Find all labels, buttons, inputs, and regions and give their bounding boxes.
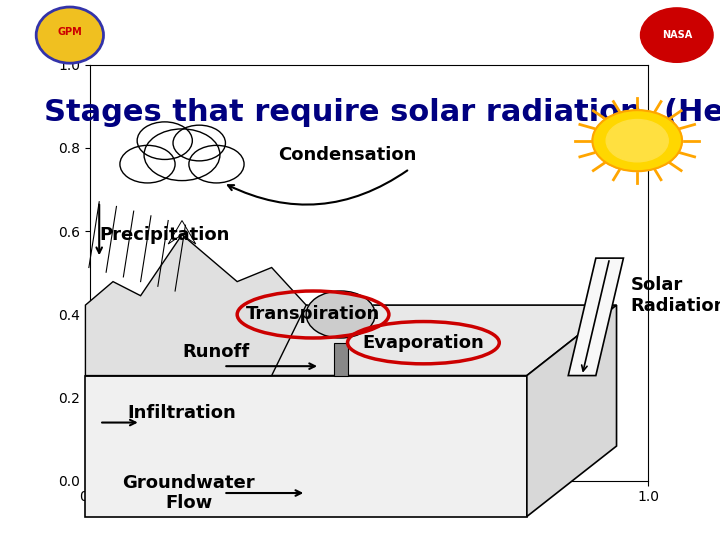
Polygon shape xyxy=(334,343,348,376)
Polygon shape xyxy=(527,305,616,516)
Text: GPM: GPM xyxy=(58,26,82,37)
Text: GLOBAL PRECIPITATION MEASUREMENT: GLOBAL PRECIPITATION MEASUREMENT xyxy=(11,185,19,355)
Text: Evaporation: Evaporation xyxy=(363,334,485,352)
Text: ☁: ☁ xyxy=(196,23,216,42)
Text: Precipitation: Precipitation xyxy=(99,226,230,244)
Text: Groundwater
Flow: Groundwater Flow xyxy=(122,474,255,512)
Text: Infiltration: Infiltration xyxy=(127,404,236,422)
Polygon shape xyxy=(168,220,196,244)
Text: ❄: ❄ xyxy=(122,26,137,44)
Text: Explain: Energy from Sun: Explain: Energy from Sun xyxy=(210,19,568,44)
Text: Solar
Radiation: Solar Radiation xyxy=(630,276,720,315)
Text: Transpiration: Transpiration xyxy=(246,306,380,323)
Polygon shape xyxy=(86,234,306,376)
Ellipse shape xyxy=(36,7,104,63)
Text: ❄: ❄ xyxy=(187,31,202,49)
Circle shape xyxy=(606,119,668,162)
Circle shape xyxy=(189,145,244,183)
Polygon shape xyxy=(568,258,624,376)
Polygon shape xyxy=(86,305,616,376)
Text: Stages that require solar radiation. (Heat): Stages that require solar radiation. (He… xyxy=(44,98,720,127)
Circle shape xyxy=(306,291,375,338)
Text: ☁: ☁ xyxy=(233,36,248,50)
Polygon shape xyxy=(86,376,527,516)
Circle shape xyxy=(120,145,175,183)
Text: ❄: ❄ xyxy=(155,16,169,35)
Text: Condensation: Condensation xyxy=(279,146,417,164)
Text: Runoff: Runoff xyxy=(183,343,250,361)
Circle shape xyxy=(173,125,225,161)
Circle shape xyxy=(137,122,192,159)
Text: NASA: NASA xyxy=(662,30,692,40)
Circle shape xyxy=(144,129,220,180)
Circle shape xyxy=(641,8,713,62)
Circle shape xyxy=(593,110,682,171)
